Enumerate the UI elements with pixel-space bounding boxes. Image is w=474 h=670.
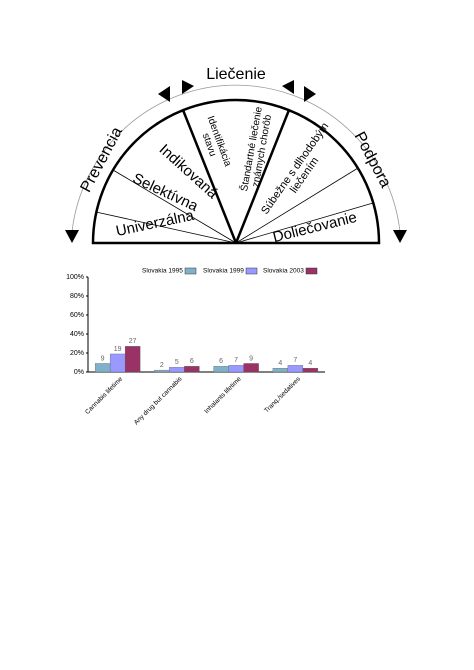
arrow — [304, 86, 316, 102]
y-tick-label: 0% — [74, 369, 84, 376]
value-label: 4 — [278, 360, 282, 367]
divider — [112, 169, 237, 244]
divider — [235, 167, 359, 244]
value-label: 6 — [219, 358, 223, 365]
legend-label: Slovakia 1995 — [142, 268, 183, 275]
legend-label: Slovakia 1999 — [203, 268, 244, 275]
top-label: Liečenie — [206, 66, 266, 83]
bar — [184, 366, 200, 373]
legend-label: Slovakia 2003 — [263, 268, 304, 275]
legend-swatch — [305, 267, 318, 275]
value-label: 5 — [175, 359, 179, 366]
outer-arc — [71, 84, 401, 233]
arrow — [65, 230, 79, 243]
bar — [272, 368, 289, 373]
y-tick-label: 20% — [70, 350, 84, 357]
divider — [235, 202, 374, 244]
divider — [234, 109, 291, 244]
bar — [169, 367, 185, 373]
y-tick-label: 40% — [70, 331, 84, 338]
semicircle — [91, 98, 381, 245]
value-label: 7 — [293, 357, 297, 364]
value-label: 6 — [190, 358, 194, 365]
bar — [154, 369, 170, 373]
y-tick-label: 60% — [70, 312, 84, 319]
divider — [95, 211, 237, 244]
value-label: 19 — [114, 346, 122, 353]
value-label: 27 — [129, 338, 137, 345]
value-label: 9 — [101, 355, 105, 362]
legend-swatch — [245, 267, 258, 275]
bar — [213, 366, 229, 373]
bar — [243, 363, 259, 373]
arrow — [182, 80, 194, 94]
legend-swatch — [184, 267, 197, 275]
value-label: 9 — [249, 355, 253, 362]
bar — [228, 365, 244, 373]
divider — [181, 109, 238, 244]
bar — [302, 368, 319, 373]
y-tick-label: 100% — [66, 274, 84, 281]
bar — [94, 363, 111, 373]
y-tick-label: 80% — [70, 293, 84, 300]
value-label: 4 — [308, 360, 312, 367]
value-label: 2 — [160, 362, 164, 369]
arrow — [158, 86, 170, 102]
value-label: 7 — [234, 357, 238, 364]
arrow — [282, 80, 294, 94]
bar — [109, 353, 126, 373]
bar — [124, 346, 141, 373]
bar — [287, 365, 304, 373]
arrow — [393, 230, 407, 243]
